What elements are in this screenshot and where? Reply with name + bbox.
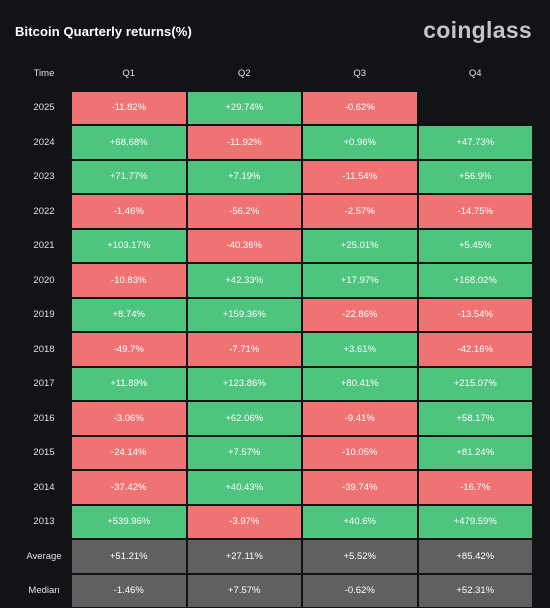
return-cell-q4: +47.73% [417,125,533,160]
table-row: 2021 +103.17% -40.36% +25.01% +5.45% [17,228,533,263]
row-label: 2014 [17,470,71,505]
table-header-row: Time Q1 Q2 Q3 Q4 [17,56,533,91]
return-cell-q4: +215.07% [417,366,533,401]
row-label: 2021 [17,228,71,263]
return-cell-q3: +80.41% [302,366,418,401]
return-cell-q1: -1.46% [71,573,187,608]
return-cell-q3: -11.54% [302,159,418,194]
column-header-q1: Q1 [71,56,187,91]
return-cell-q3: -39.74% [302,470,418,505]
return-cell-q1: +51.21% [71,539,187,574]
row-label: 2020 [17,263,71,298]
table-row: 2017 +11.89% +123.86% +80.41% +215.07% [17,366,533,401]
return-cell-q1: -24.14% [71,435,187,470]
return-cell-q2: +29.74% [186,90,302,125]
chart-title: Bitcoin Quarterly returns(%) [15,24,192,39]
return-cell-q2: -56.2% [186,194,302,229]
return-cell-q2: -3.97% [186,504,302,539]
row-label: Median [17,573,71,608]
return-cell-q2: +7.57% [186,435,302,470]
return-cell-q1: -1.46% [71,194,187,229]
return-cell-q1: -49.7% [71,332,187,367]
return-cell-q2: -7.71% [186,332,302,367]
summary-row-average: Average +51.21% +27.11% +5.52% +85.42% [17,539,533,574]
return-cell-q1: -37.42% [71,470,187,505]
row-label: 2023 [17,159,71,194]
return-cell-q2: +123.86% [186,366,302,401]
table-row: 2024 +68.68% -11.92% +0.96% +47.73% [17,125,533,160]
return-cell-q4: -13.54% [417,297,533,332]
table-row: 2016 -3.06% +62.06% -9.41% +58.17% [17,401,533,436]
return-cell-q3: -2.57% [302,194,418,229]
return-cell-q1: +71.77% [71,159,187,194]
row-label: 2025 [17,90,71,125]
table-row: 2025 -11.82% +29.74% -0.62% [17,90,533,125]
return-cell-q4: +479.59% [417,504,533,539]
return-cell-q1: -3.06% [71,401,187,436]
return-cell-q2: +40.43% [186,470,302,505]
column-header-time: Time [17,56,71,91]
return-cell-q4: -16.7% [417,470,533,505]
column-header-q4: Q4 [417,56,533,91]
return-cell-q4: -14.75% [417,194,533,229]
row-label: 2018 [17,332,71,367]
return-cell-q1: +8.74% [71,297,187,332]
return-cell-q1: +103.17% [71,228,187,263]
return-cell-q1: +68.68% [71,125,187,160]
column-header-q3: Q3 [302,56,418,91]
return-cell-q2: +42.33% [186,263,302,298]
row-label: 2015 [17,435,71,470]
return-cell-q2: +7.19% [186,159,302,194]
table-row: 2019 +8.74% +159.36% -22.86% -13.54% [17,297,533,332]
return-cell-q3: +17.97% [302,263,418,298]
return-cell-q3: +40.6% [302,504,418,539]
summary-row-median: Median -1.46% +7.57% -0.62% +52.31% [17,573,533,608]
return-cell-q2: +7.57% [186,573,302,608]
return-cell-q4: +56.9% [417,159,533,194]
return-cell-q4: +168.02% [417,263,533,298]
return-cell-q4: +52.31% [417,573,533,608]
table-row: 2015 -24.14% +7.57% -10.05% +81.24% [17,435,533,470]
row-label: 2019 [17,297,71,332]
return-cell-q4: -42.16% [417,332,533,367]
returns-table: Time Q1 Q2 Q3 Q4 2025 -11.82% +29.74% -0.62% 2024… [17,56,533,608]
return-cell-q3: +25.01% [302,228,418,263]
return-cell-q3: -10.05% [302,435,418,470]
row-label: 2013 [17,504,71,539]
return-cell-q3: +3.61% [302,332,418,367]
return-cell-q3: -22.86% [302,297,418,332]
return-cell-q3: -9.41% [302,401,418,436]
return-cell-q3: -0.62% [302,90,418,125]
table-row: 2022 -1.46% -56.2% -2.57% -14.75% [17,194,533,229]
return-cell-q2: +27.11% [186,539,302,574]
row-label: 2024 [17,125,71,160]
table-row: 2013 +539.96% -3.97% +40.6% +479.59% [17,504,533,539]
return-cell-q1: -10.83% [71,263,187,298]
row-label: 2022 [17,194,71,229]
return-cell-q2: +159.36% [186,297,302,332]
return-cell-q4 [417,90,533,125]
table-row: 2020 -10.83% +42.33% +17.97% +168.02% [17,263,533,298]
brand-logo: coinglass [423,17,532,43]
return-cell-q4: +5.45% [417,228,533,263]
return-cell-q4: +81.24% [417,435,533,470]
column-header-q2: Q2 [186,56,302,91]
return-cell-q2: +62.06% [186,401,302,436]
return-cell-q3: +0.96% [302,125,418,160]
return-cell-q4: +85.42% [417,539,533,574]
return-cell-q1: +11.89% [71,366,187,401]
return-cell-q1: -11.82% [71,90,187,125]
row-label: 2017 [17,366,71,401]
table-row: 2023 +71.77% +7.19% -11.54% +56.9% [17,159,533,194]
return-cell-q3: -0.62% [302,573,418,608]
return-cell-q2: -11.92% [186,125,302,160]
return-cell-q4: +58.17% [417,401,533,436]
table-row: 2018 -49.7% -7.71% +3.61% -42.16% [17,332,533,367]
table-row: 2014 -37.42% +40.43% -39.74% -16.7% [17,470,533,505]
row-label: 2016 [17,401,71,436]
return-cell-q3: +5.52% [302,539,418,574]
return-cell-q2: -40.36% [186,228,302,263]
return-cell-q1: +539.96% [71,504,187,539]
row-label: Average [17,539,71,574]
